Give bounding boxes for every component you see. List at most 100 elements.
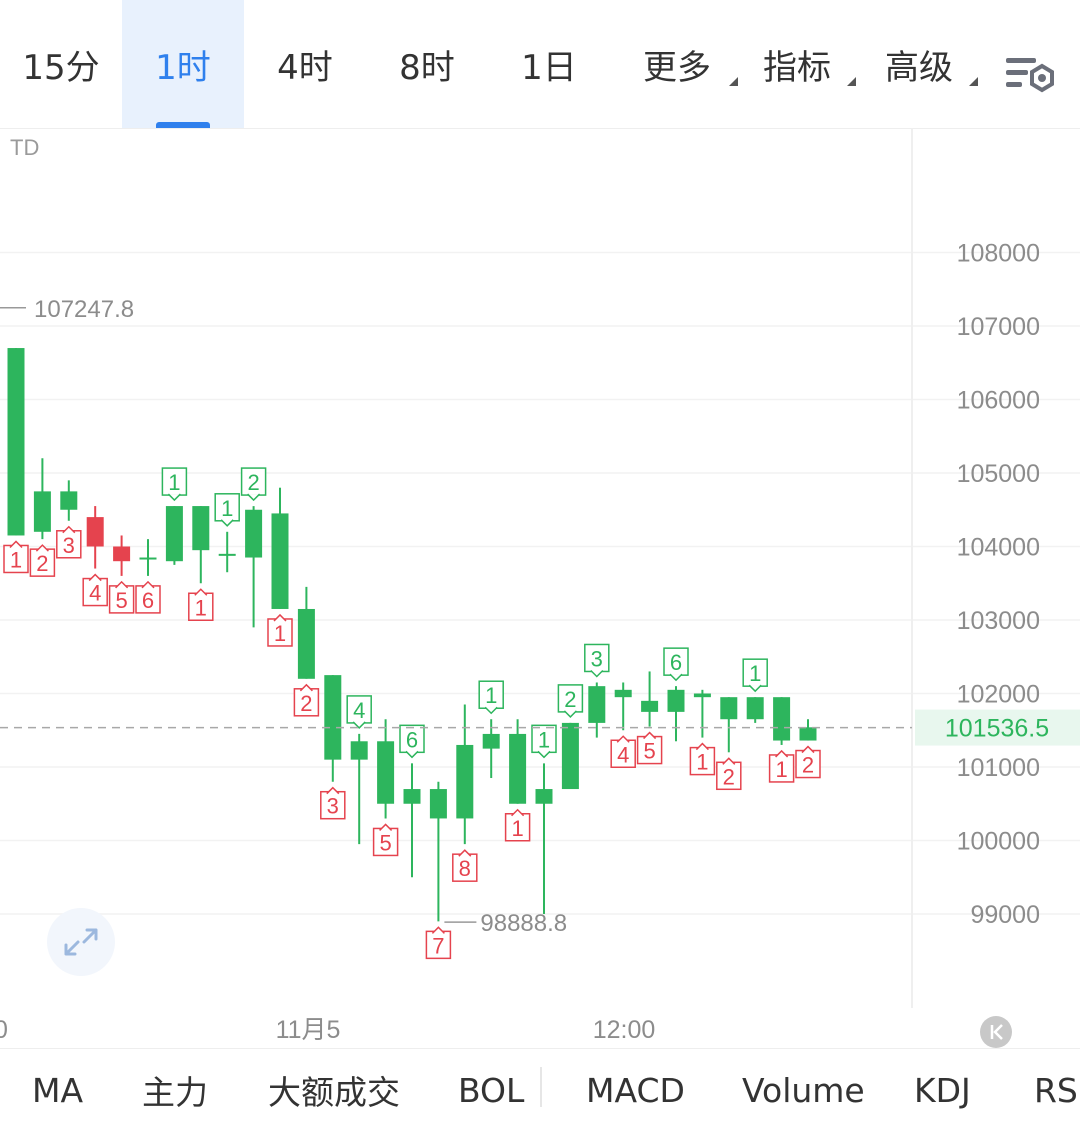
td-count-label: 6 — [406, 727, 418, 752]
td-count-label: 2 — [564, 687, 576, 712]
td-marker-arrow — [643, 731, 657, 740]
chart-settings-icon[interactable] — [998, 50, 1058, 102]
price-chart[interactable]: TD 108000 107000 106000 105000 104000 103000 1… — [0, 128, 1080, 1048]
tab-1day[interactable]: 1日 — [521, 47, 577, 88]
td-marker-arrow — [352, 721, 366, 729]
td-marker-arrow — [194, 588, 208, 596]
candle-body — [60, 491, 78, 510]
td-marker-arrow — [9, 540, 23, 549]
tab-more-label: 更多 — [643, 47, 711, 88]
last-price-badge — [915, 709, 1080, 746]
td-count-label: 2 — [802, 753, 814, 778]
candle-body — [799, 727, 817, 741]
td-marker-box — [3, 544, 29, 574]
td-count-label: 1 — [10, 547, 22, 572]
indicator-macd[interactable]: MACD — [586, 1070, 685, 1110]
candle-body — [139, 557, 157, 560]
td-count-label: 1 — [749, 661, 761, 686]
indicator-large-trades[interactable]: 大额成交 — [268, 1073, 400, 1112]
indicator-bol[interactable]: BOL — [458, 1070, 525, 1110]
tab-advanced[interactable]: 高级 — [866, 0, 978, 128]
indicator-volume[interactable]: Volume — [742, 1070, 865, 1110]
td-marker-arrow — [273, 613, 287, 622]
indicator-rsi[interactable]: RSI — [1034, 1070, 1080, 1110]
candle-body — [561, 722, 579, 790]
td-count-label: 3 — [591, 646, 603, 671]
indicator-kdj[interactable]: KDJ — [914, 1070, 971, 1110]
candle-body — [192, 506, 210, 551]
tab-advanced-label: 高级 — [885, 47, 953, 88]
candle-body — [113, 546, 131, 562]
indicator-bar: MA 主力 大额成交 BOL MACD Volume KDJ RSI — [0, 1048, 1080, 1131]
td-count-label: 1 — [511, 816, 523, 841]
price-tick-label: 99000 — [970, 901, 1040, 929]
candle-body — [641, 700, 659, 712]
td-count-label: 1 — [221, 496, 233, 521]
time-tick-label: 11月5 — [276, 1016, 341, 1044]
time-tick-label: 00 — [0, 1016, 8, 1044]
td-marker-box — [452, 853, 478, 882]
tab-4hour[interactable]: 4时 — [277, 47, 333, 88]
tab-8hour[interactable]: 8时 — [399, 47, 455, 88]
td-marker-arrow — [458, 849, 472, 857]
candle-body — [271, 513, 289, 609]
td-marker-arrow — [748, 684, 762, 693]
price-tick-label: 105000 — [957, 460, 1040, 488]
td-count-label: 1 — [696, 750, 708, 775]
td-marker-box — [636, 735, 663, 765]
td-count-label: 2 — [723, 764, 735, 789]
td-count-label: 4 — [353, 698, 365, 723]
indicator-ma[interactable]: MA — [32, 1070, 84, 1110]
td-marker-box — [188, 592, 214, 621]
td-count-label: 2 — [247, 470, 259, 495]
td-marker-arrow — [616, 735, 630, 743]
td-marker-box — [584, 643, 610, 673]
indicator-divider — [540, 1067, 542, 1107]
tab-indicators-label: 指标 — [763, 47, 831, 88]
candle-body — [482, 733, 500, 749]
candle-body — [350, 741, 368, 760]
expand-arrows-icon[interactable] — [47, 908, 115, 976]
indicator-main-force[interactable]: 主力 — [142, 1073, 208, 1112]
td-count-label: 1 — [538, 727, 550, 752]
candle-body — [7, 348, 25, 536]
candlestick-chart[interactable]: TD 1080001070001060001050001040001030001… — [0, 128, 1080, 1048]
dropdown-triangle-icon — [729, 77, 738, 86]
td-marker-arrow — [669, 673, 683, 682]
tab-1hour[interactable]: 1时 — [122, 0, 244, 128]
td-marker-arrow — [801, 745, 815, 754]
candle-body — [33, 491, 51, 532]
td-marker-box — [504, 813, 531, 842]
candle-body — [165, 506, 183, 562]
td-count-label: 3 — [327, 794, 339, 819]
td-count-label: 5 — [643, 739, 655, 764]
td-marker-arrow — [141, 580, 155, 589]
td-marker-arrow — [299, 683, 313, 692]
td-marker-arrow — [88, 573, 102, 582]
td-count-label: 3 — [63, 533, 75, 558]
dropdown-triangle-icon — [847, 77, 856, 86]
candle-body — [324, 675, 342, 760]
td-count-label: 6 — [142, 588, 154, 613]
td-marker-box — [293, 688, 320, 717]
candle-body — [403, 789, 421, 804]
tab-more[interactable]: 更多 — [622, 0, 738, 128]
td-marker-arrow — [431, 926, 445, 934]
td-marker-box — [795, 749, 821, 779]
candle-body — [456, 744, 474, 819]
tab-indicators[interactable]: 指标 — [744, 0, 856, 128]
td-count-label: 8 — [459, 856, 471, 881]
td-count-label: 6 — [670, 650, 682, 675]
td-marker-box — [610, 739, 636, 768]
td-marker-arrow — [62, 525, 76, 534]
scroll-to-latest-icon[interactable] — [980, 1016, 1012, 1048]
candle-body — [535, 789, 553, 804]
td-count-label: 5 — [115, 588, 127, 613]
td-marker-box — [742, 658, 768, 687]
td-count-label: 4 — [89, 581, 101, 606]
tab-15min[interactable]: 15分 — [22, 47, 100, 88]
time-tick-label: 12:00 — [593, 1016, 656, 1044]
active-tab-indicator — [156, 122, 210, 128]
last-price-label: 101536.5 — [945, 715, 1049, 743]
